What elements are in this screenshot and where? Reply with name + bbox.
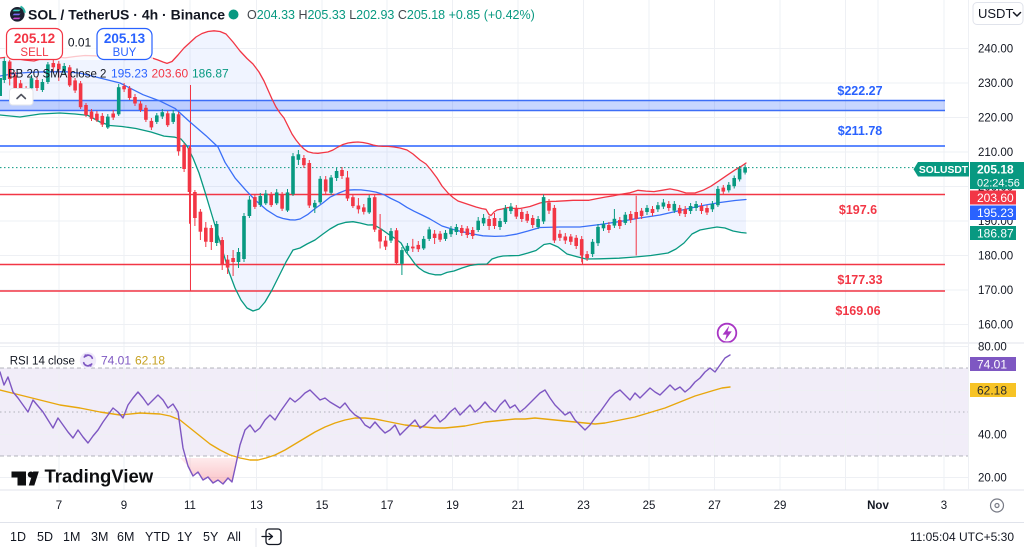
svg-text:SELL: SELL — [20, 47, 49, 59]
svg-text:205.18: 205.18 — [977, 163, 1014, 177]
svg-text:1D: 1D — [10, 530, 26, 544]
svg-text:3M: 3M — [91, 530, 108, 544]
svg-text:RSI 14 close: RSI 14 close — [10, 356, 75, 368]
svg-text:11:05:04 UTC+5:30: 11:05:04 UTC+5:30 — [910, 530, 1015, 544]
svg-text:23: 23 — [577, 500, 590, 512]
svg-text:BUY: BUY — [113, 47, 137, 59]
svg-text:80.00: 80.00 — [978, 342, 1007, 354]
svg-text:186.87: 186.87 — [977, 227, 1014, 241]
svg-text:Nov: Nov — [867, 500, 889, 512]
svg-text:40.00: 40.00 — [978, 430, 1007, 442]
svg-text:1M: 1M — [63, 530, 80, 544]
svg-text:19: 19 — [446, 500, 459, 512]
svg-text:203.60: 203.60 — [152, 67, 189, 81]
svg-text:6M: 6M — [117, 530, 134, 544]
svg-text:3: 3 — [941, 500, 947, 512]
svg-text:13: 13 — [250, 500, 263, 512]
svg-text:7: 7 — [56, 500, 62, 512]
svg-text:15: 15 — [316, 500, 329, 512]
svg-text:160.00: 160.00 — [978, 320, 1013, 332]
svg-text:02:24:56: 02:24:56 — [977, 178, 1020, 190]
svg-text:TradingView: TradingView — [45, 466, 154, 487]
svg-text:$211.78: $211.78 — [838, 124, 883, 138]
svg-text:BB 20 SMA close 2: BB 20 SMA close 2 — [8, 69, 106, 81]
svg-text:62.18: 62.18 — [977, 384, 1007, 398]
svg-text:$222.27: $222.27 — [837, 84, 882, 98]
svg-text:230.00: 230.00 — [978, 78, 1013, 90]
svg-text:SOLUSDT: SOLUSDT — [919, 165, 969, 176]
svg-text:25: 25 — [643, 500, 656, 512]
svg-text:240.00: 240.00 — [978, 44, 1013, 56]
svg-text:$169.06: $169.06 — [835, 304, 880, 318]
svg-text:62.18: 62.18 — [135, 354, 165, 368]
svg-text:74.01: 74.01 — [101, 354, 131, 368]
svg-text:170.00: 170.00 — [978, 285, 1013, 297]
svg-text:195.23: 195.23 — [111, 67, 148, 81]
svg-text:5D: 5D — [37, 530, 53, 544]
svg-text:220.00: 220.00 — [978, 113, 1013, 125]
svg-text:195.23: 195.23 — [977, 206, 1014, 220]
svg-text:5Y: 5Y — [203, 530, 219, 544]
svg-text:0.01: 0.01 — [68, 36, 92, 50]
svg-text:186.87: 186.87 — [192, 67, 229, 81]
svg-text:$197.6: $197.6 — [839, 203, 877, 217]
svg-text:O204.33 H205.33 L202.93 C205.1: O204.33 H205.33 L202.93 C205.18 +0.85 (+… — [247, 8, 535, 22]
svg-text:USDT: USDT — [978, 6, 1013, 21]
svg-text:17: 17 — [381, 500, 394, 512]
svg-text:74.01: 74.01 — [977, 358, 1007, 372]
svg-text:9: 9 — [121, 500, 127, 512]
svg-text:29: 29 — [774, 500, 787, 512]
svg-text:SOL / TetherUS · 4h · Binance: SOL / TetherUS · 4h · Binance — [28, 7, 225, 23]
svg-text:27: 27 — [708, 500, 721, 512]
svg-text:21: 21 — [512, 500, 525, 512]
svg-text:20.00: 20.00 — [978, 473, 1007, 485]
svg-text:180.00: 180.00 — [978, 251, 1013, 263]
svg-text:205.13: 205.13 — [104, 31, 146, 46]
svg-text:203.60: 203.60 — [977, 191, 1014, 205]
svg-text:11: 11 — [184, 500, 196, 512]
svg-text:1Y: 1Y — [177, 530, 193, 544]
svg-text:$177.33: $177.33 — [837, 273, 882, 287]
svg-text:210.00: 210.00 — [978, 147, 1013, 159]
svg-text:205.12: 205.12 — [14, 31, 55, 46]
svg-text:YTD: YTD — [145, 530, 170, 544]
svg-text:All: All — [227, 530, 241, 544]
